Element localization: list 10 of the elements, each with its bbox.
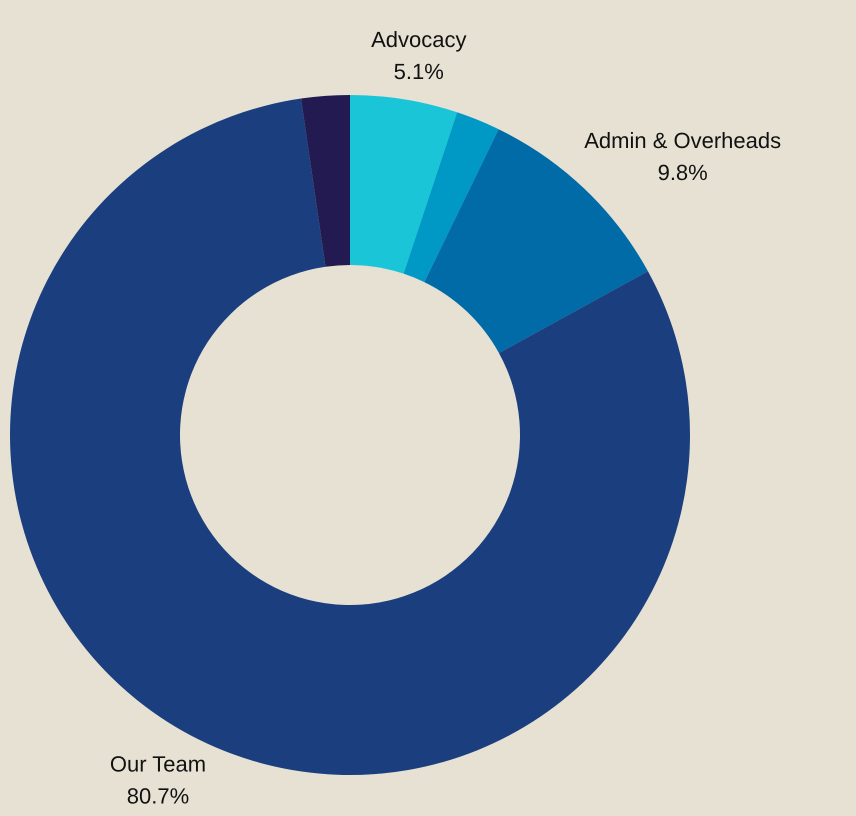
donut-slice [301,95,350,267]
donut-slice [424,129,648,354]
data-label: 5.1% [394,58,444,84]
slice-label: Admin & Overheads [584,128,782,154]
slice-label: Our Team [110,752,206,777]
data-label: 9.8% [658,160,708,186]
data-label: 80.7% [126,784,190,809]
slice-label: Advocacy [371,26,466,52]
donut-slice [350,95,458,274]
donut-slice [404,112,499,282]
